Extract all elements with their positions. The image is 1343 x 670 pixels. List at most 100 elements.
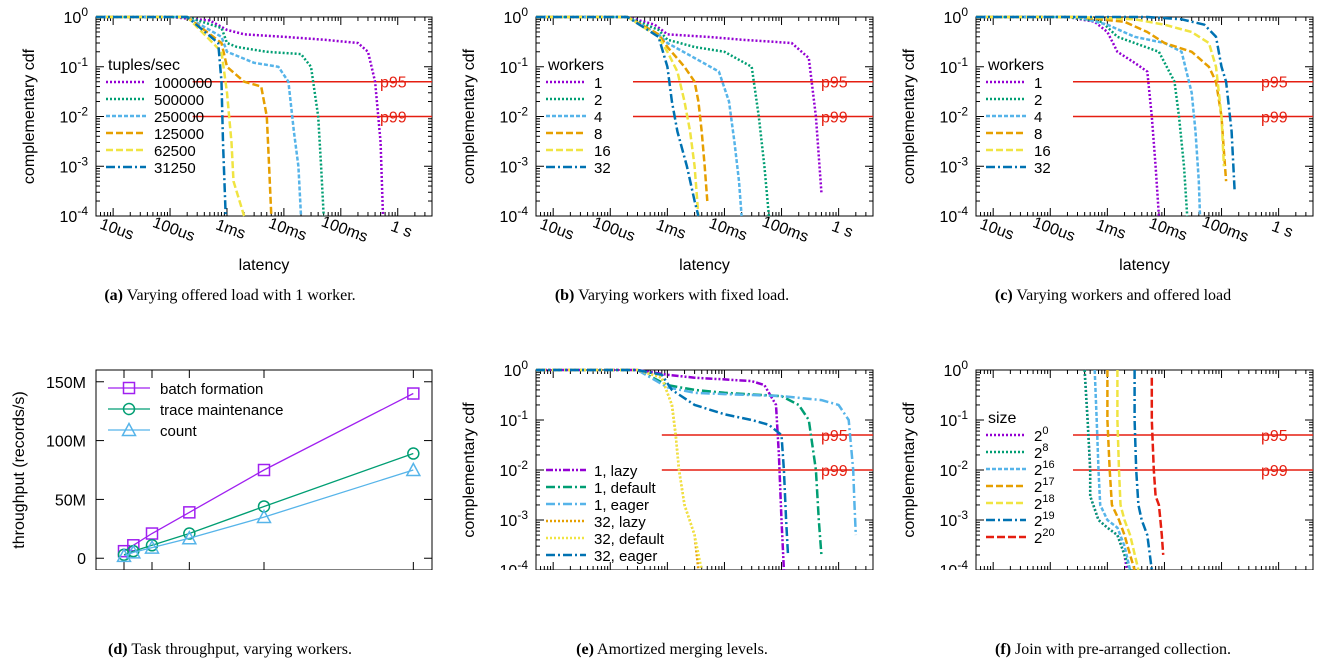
legend-label: 217 xyxy=(1034,476,1055,496)
caption-d: (d) Task throughput, varying workers. xyxy=(10,641,450,659)
series-line xyxy=(1083,369,1132,570)
series-line xyxy=(536,15,709,202)
legend-label: count xyxy=(160,423,198,440)
y-tick-label: 10-3 xyxy=(500,508,529,530)
caption-a: (a) Varying offered load with 1 worker. xyxy=(10,287,450,305)
legend-title: tuples/sec xyxy=(108,57,180,74)
series-line xyxy=(1116,370,1140,570)
series-line xyxy=(96,15,303,217)
legend-label: 2 xyxy=(1034,92,1042,109)
legend-label: 31250 xyxy=(154,160,196,177)
y-tick-label: 10-2 xyxy=(940,105,969,127)
caption-a-tag: (a) xyxy=(104,287,123,304)
threshold-label-p95: p95 xyxy=(1261,428,1288,445)
legend-label: trace maintenance xyxy=(160,402,283,419)
series-line xyxy=(536,15,700,217)
series-line xyxy=(976,15,1226,167)
marker-circle xyxy=(183,527,196,540)
y-tick-label: 10-1 xyxy=(940,408,969,430)
x-tick-label: 100us xyxy=(150,214,197,245)
threshold-label-p95: p95 xyxy=(821,75,848,92)
legend-label: 250000 xyxy=(154,109,204,126)
legend-label: 2 xyxy=(594,92,602,109)
series-line xyxy=(536,368,823,555)
legend-label: 1 xyxy=(1034,75,1042,92)
marker-circle xyxy=(122,402,136,416)
marker-square xyxy=(122,381,136,395)
legend-label: 1, default xyxy=(594,480,657,497)
x-axis-label: latency xyxy=(1119,257,1170,274)
y-tick-label: 10-4 xyxy=(940,204,969,226)
x-axis-label: latency xyxy=(239,257,290,274)
y-tick-label: 100 xyxy=(944,358,969,380)
marker-square xyxy=(145,527,159,540)
marker-circle xyxy=(407,447,420,460)
y-tick-label: 10-3 xyxy=(60,154,89,176)
chart-c: 100 10-1 10-2 10-3 10-4 10us 100us 1ms 10ms 100ms… xyxy=(901,5,1314,274)
marker-triangle xyxy=(144,539,160,554)
x-tick-label: 1 s xyxy=(829,218,855,241)
caption-f-tag: (f) xyxy=(995,641,1012,658)
legend-label: 8 xyxy=(594,126,602,143)
y-axis-label: complementary cdf xyxy=(461,402,478,538)
y-tick-label: 10-3 xyxy=(500,154,529,176)
legend-label: 62500 xyxy=(154,143,196,160)
legend-title: workers xyxy=(987,57,1044,74)
x-tick-label: 100us xyxy=(1030,214,1077,245)
marker-triangle xyxy=(116,547,132,563)
y-tick-label: 100 xyxy=(64,5,89,27)
series-line xyxy=(536,368,790,555)
caption-e-tag: (e) xyxy=(576,641,594,658)
series-line xyxy=(536,15,823,193)
marker-triangle xyxy=(121,421,137,437)
caption-f: (f) Join with pre-arranged collection. xyxy=(893,641,1333,659)
caption-e: (e) Amortized merging levels. xyxy=(452,641,892,659)
legend-label: 1, lazy xyxy=(594,463,638,480)
chart-d: 050M100M150M1481632workersthroughput (re… xyxy=(11,369,433,570)
y-tick-label: 10-1 xyxy=(940,55,969,77)
x-tick-label: 1 s xyxy=(388,218,414,241)
y-tick-label: 10-3 xyxy=(940,154,969,176)
series-line xyxy=(96,15,227,217)
caption-c-text: Varying workers and offered load xyxy=(1012,287,1232,304)
y-tick-label: 100 xyxy=(504,358,529,380)
caption-f-text: Join with pre-arranged collection. xyxy=(1011,641,1231,658)
y-tick-label: 10-1 xyxy=(500,408,529,430)
marker-triangle xyxy=(181,530,198,545)
caption-e-text: Amortized merging levels. xyxy=(593,641,768,658)
legend-label: 28 xyxy=(1034,442,1048,462)
series-line xyxy=(1093,369,1132,570)
legend-label: 1 xyxy=(594,75,602,92)
caption-d-tag: (d) xyxy=(108,641,128,658)
threshold-label-p99: p99 xyxy=(821,110,848,127)
series-line xyxy=(976,15,1202,217)
series-line xyxy=(976,15,1228,182)
marker-triangle xyxy=(405,461,422,477)
chart-b: 100 10-1 10-2 10-3 10-4 10us 100us 1ms 10ms 100ms… xyxy=(461,5,874,274)
caption-d-text: Task throughput, varying workers. xyxy=(127,641,352,658)
x-tick-label: 100ms xyxy=(319,214,370,246)
y-axis-label: complementary cdf xyxy=(901,402,918,538)
series-line xyxy=(536,368,858,536)
x-axis-label: latency xyxy=(679,257,730,274)
marker-triangle xyxy=(125,544,142,559)
caption-b: (b) Varying workers with fixed load. xyxy=(452,287,892,305)
y-tick-label: 10-1 xyxy=(60,55,89,77)
x-tick-label: 100ms xyxy=(1200,214,1251,246)
x-tick-label: 10us xyxy=(97,216,135,244)
y-axis-label: complementary cdf xyxy=(901,48,918,184)
marker-square xyxy=(257,463,271,477)
legend-title: workers xyxy=(547,57,604,74)
y-tick-label: 10-3 xyxy=(940,508,969,530)
series-line xyxy=(536,15,771,217)
threshold-label-p95: p95 xyxy=(1261,75,1288,92)
legend-label: 32, lazy xyxy=(594,514,646,531)
legend-label: 20 xyxy=(1034,425,1048,445)
legend-title: size xyxy=(988,410,1017,427)
legend-label: 32 xyxy=(594,160,611,177)
caption-a-text: Varying offered load with 1 worker. xyxy=(122,287,356,304)
legend-label: 125000 xyxy=(154,126,204,143)
legend-label: batch formation xyxy=(160,381,263,398)
y-tick-label: 0 xyxy=(77,551,86,568)
threshold-label-p99: p99 xyxy=(1261,110,1288,127)
